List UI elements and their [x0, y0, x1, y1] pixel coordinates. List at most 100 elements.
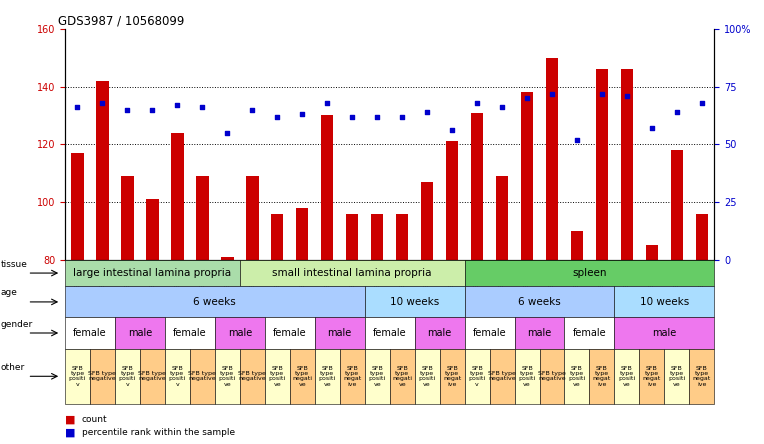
- Text: SFB
type
negati
ve: SFB type negati ve: [292, 366, 312, 387]
- Text: SFB
type
positi
ve: SFB type positi ve: [319, 366, 335, 387]
- Text: male: male: [652, 328, 676, 338]
- Text: gender: gender: [1, 320, 33, 329]
- Bar: [646, 245, 658, 260]
- Bar: [446, 141, 458, 260]
- Point: [71, 104, 83, 111]
- Text: small intestinal lamina propria: small intestinal lamina propria: [273, 268, 432, 278]
- Bar: [396, 214, 409, 260]
- Text: count: count: [82, 415, 108, 424]
- Bar: [221, 257, 234, 260]
- Point: [296, 111, 309, 118]
- Bar: [521, 92, 533, 260]
- Bar: [421, 182, 433, 260]
- Point: [421, 108, 433, 115]
- Text: SFB
type
positi
ve: SFB type positi ve: [269, 366, 286, 387]
- Text: male: male: [527, 328, 552, 338]
- Bar: [71, 153, 84, 260]
- Point: [696, 99, 708, 106]
- Point: [196, 104, 209, 111]
- Point: [471, 99, 483, 106]
- Bar: [571, 231, 583, 260]
- Point: [571, 136, 583, 143]
- Bar: [596, 69, 608, 260]
- Text: percentile rank within the sample: percentile rank within the sample: [82, 428, 235, 437]
- Point: [146, 106, 158, 113]
- Text: SFB
type
positi
v: SFB type positi v: [468, 366, 486, 387]
- Bar: [695, 214, 708, 260]
- Bar: [96, 81, 108, 260]
- Point: [171, 102, 183, 109]
- Point: [246, 106, 258, 113]
- Bar: [671, 150, 683, 260]
- Text: male: male: [428, 328, 452, 338]
- Text: SFB
type
positi
ve: SFB type positi ve: [419, 366, 435, 387]
- Point: [621, 92, 633, 99]
- Text: SFB type
negative: SFB type negative: [488, 371, 516, 381]
- Point: [646, 125, 658, 132]
- Bar: [271, 214, 283, 260]
- Point: [596, 90, 608, 97]
- Text: SFB
type
positi
v: SFB type positi v: [69, 366, 86, 387]
- Bar: [146, 199, 159, 260]
- Point: [446, 127, 458, 134]
- Text: SFB
type
negat
ive: SFB type negat ive: [693, 366, 711, 387]
- Text: spleen: spleen: [572, 268, 607, 278]
- Text: SFB
type
positi
ve: SFB type positi ve: [568, 366, 585, 387]
- Point: [496, 104, 508, 111]
- Point: [371, 113, 384, 120]
- Bar: [121, 176, 134, 260]
- Bar: [496, 176, 508, 260]
- Text: SFB type
negative: SFB type negative: [138, 371, 167, 381]
- Text: tissue: tissue: [1, 260, 28, 269]
- Text: 10 weeks: 10 weeks: [390, 297, 439, 307]
- Text: large intestinal lamina propria: large intestinal lamina propria: [73, 268, 231, 278]
- Text: SFB
type
positi
v: SFB type positi v: [169, 366, 186, 387]
- Point: [671, 108, 683, 115]
- Text: ■: ■: [65, 428, 76, 438]
- Bar: [371, 214, 384, 260]
- Text: SFB
type
positi
ve: SFB type positi ve: [618, 366, 636, 387]
- Text: male: male: [228, 328, 252, 338]
- Bar: [171, 133, 183, 260]
- Text: SFB type
negative: SFB type negative: [89, 371, 116, 381]
- Bar: [620, 69, 633, 260]
- Text: ■: ■: [65, 415, 76, 424]
- Bar: [196, 176, 209, 260]
- Text: SFB type
negative: SFB type negative: [238, 371, 266, 381]
- Bar: [246, 176, 258, 260]
- Text: SFB
type
negati
ve: SFB type negati ve: [392, 366, 412, 387]
- Text: SFB
type
positi
ve: SFB type positi ve: [368, 366, 386, 387]
- Text: GDS3987 / 10568099: GDS3987 / 10568099: [58, 15, 185, 28]
- Bar: [471, 112, 484, 260]
- Point: [96, 99, 108, 106]
- Text: SFB
type
negat
ive: SFB type negat ive: [343, 366, 361, 387]
- Bar: [321, 115, 333, 260]
- Text: female: female: [473, 328, 507, 338]
- Text: male: male: [328, 328, 351, 338]
- Point: [271, 113, 283, 120]
- Text: female: female: [73, 328, 107, 338]
- Text: age: age: [1, 289, 18, 297]
- Text: SFB
type
positi
ve: SFB type positi ve: [219, 366, 236, 387]
- Text: female: female: [373, 328, 406, 338]
- Bar: [545, 58, 558, 260]
- Text: female: female: [573, 328, 607, 338]
- Text: SFB
type
negat
ive: SFB type negat ive: [643, 366, 661, 387]
- Point: [346, 113, 358, 120]
- Text: SFB
type
positi
ve: SFB type positi ve: [519, 366, 536, 387]
- Text: SFB
type
negat
ive: SFB type negat ive: [443, 366, 461, 387]
- Text: female: female: [173, 328, 206, 338]
- Point: [222, 129, 234, 136]
- Text: 6 weeks: 6 weeks: [193, 297, 236, 307]
- Point: [396, 113, 408, 120]
- Point: [121, 106, 134, 113]
- Text: SFB
type
positi
v: SFB type positi v: [119, 366, 136, 387]
- Text: male: male: [128, 328, 152, 338]
- Text: female: female: [273, 328, 306, 338]
- Point: [521, 95, 533, 102]
- Text: 6 weeks: 6 weeks: [518, 297, 561, 307]
- Text: other: other: [1, 363, 25, 372]
- Text: SFB
type
negat
ive: SFB type negat ive: [593, 366, 611, 387]
- Bar: [346, 214, 358, 260]
- Text: 10 weeks: 10 weeks: [639, 297, 689, 307]
